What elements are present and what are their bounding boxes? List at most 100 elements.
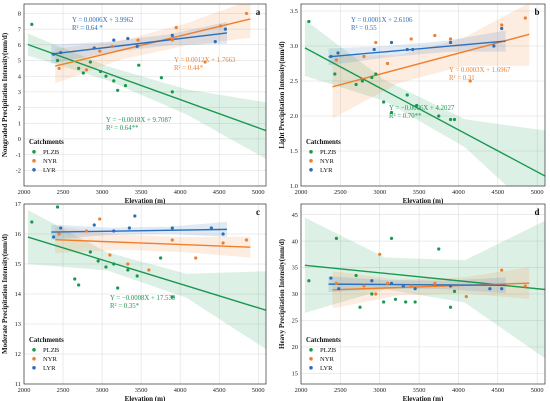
y-tick-label: 7: [18, 26, 22, 33]
r-squared-lyr: R² = 0.55: [351, 25, 377, 32]
legend-label-lyr: LYR: [320, 365, 333, 372]
x-tick-label: 3000: [373, 189, 386, 196]
fit-line-nyr: [55, 239, 251, 248]
data-point-plzb: [370, 292, 374, 296]
legend-marker-plzb: [32, 150, 36, 154]
data-point-plzb: [404, 300, 408, 304]
legend-marker-nyr: [32, 357, 36, 361]
x-tick-label: 2500: [334, 387, 347, 394]
legend-label-plzb: PLZB: [320, 149, 337, 156]
legend-title: Catchments: [29, 337, 64, 344]
x-tick-label: 5000: [252, 387, 265, 394]
x-tick-label: 5000: [531, 189, 544, 196]
x-tick-label: 3000: [96, 189, 109, 196]
data-point-nyr: [110, 44, 114, 48]
data-point-nyr: [203, 60, 207, 64]
data-point-nyr: [334, 281, 339, 286]
legend-marker-nyr: [309, 357, 313, 361]
data-point-plzb: [358, 305, 362, 309]
r-squared-nyr: R² = 0.44*: [174, 65, 204, 72]
data-point-lyr: [413, 287, 417, 291]
x-axis-label: Elevation (m): [403, 395, 444, 401]
data-point-nyr: [464, 295, 468, 299]
data-point-nyr: [170, 238, 174, 242]
data-point-lyr: [401, 284, 405, 288]
data-point-plzb: [116, 88, 120, 92]
panel-label: c: [256, 207, 260, 217]
r-squared-plzb: R² = 0.64**: [106, 125, 139, 132]
legend-title: Catchments: [29, 139, 64, 146]
x-tick-label: 4000: [452, 387, 465, 394]
data-point-plzb: [170, 90, 174, 94]
legend-label-nyr: NYR: [320, 158, 335, 165]
legend-label-nyr: NYR: [43, 356, 58, 363]
data-point-plzb: [370, 75, 374, 80]
legend: Catchments PLZB NYR LYR: [306, 337, 341, 372]
legend-label-plzb: PLZB: [320, 347, 337, 354]
y-tick-label: 16: [15, 231, 21, 238]
x-tick-label: 4000: [174, 189, 187, 196]
y-axis-label: Heavy Precipitation Intensity(mm/d): [278, 238, 286, 349]
y-tick-label: 5: [18, 58, 21, 65]
x-tick-label: 5000: [531, 387, 544, 394]
legend: Catchments PLZB NYR LYR: [306, 139, 341, 174]
y-tick-label: 30: [292, 291, 298, 298]
confidence-band-nyr: [332, 267, 530, 309]
data-point-nyr: [523, 16, 527, 20]
data-point-lyr: [213, 40, 217, 44]
data-point-lyr: [170, 33, 174, 37]
regression-equation-plzb: Y = −0.0018X + 9.7087: [106, 117, 172, 124]
y-tick-label: 4: [18, 73, 22, 80]
data-point-lyr: [52, 52, 56, 56]
data-point-lyr: [329, 54, 333, 59]
y-tick-label: 3.0: [290, 43, 298, 50]
data-point-lyr: [500, 287, 504, 291]
fit-line-plzb: [27, 236, 266, 311]
y-tick-label: 45: [292, 212, 298, 219]
x-tick-label: 4000: [452, 189, 465, 196]
panel-label: d: [534, 207, 539, 217]
data-point-lyr: [370, 279, 374, 283]
legend: Catchments PLZB NYR LYR: [29, 139, 64, 174]
legend-label-lyr: LYR: [43, 167, 56, 174]
x-tick-label: 4500: [213, 189, 226, 196]
data-point-lyr: [389, 281, 394, 286]
data-point-nyr: [448, 37, 453, 41]
x-tick-label: 2500: [57, 387, 70, 394]
fit-line-lyr: [328, 40, 506, 58]
data-point-nyr: [57, 232, 61, 236]
data-point-nyr: [194, 256, 198, 260]
legend-label-nyr: NYR: [320, 356, 335, 363]
regression-equation-lyr: Y = 0.0001X + 2.6106: [351, 17, 413, 24]
legend-marker-lyr: [32, 366, 36, 370]
y-tick-label: 3.5: [290, 8, 298, 15]
r-squared-plzb: R² = 0.35*: [110, 303, 140, 310]
data-point-lyr: [411, 47, 415, 52]
y-tick-label: 2.5: [290, 78, 298, 85]
panel-d: 2000 2500 3000 3500 4000 4500 5000 15 20 25 30 35 40…: [278, 203, 546, 401]
data-point-lyr: [448, 284, 453, 288]
x-tick-label: 3500: [413, 189, 426, 196]
confidence-band-plzb: [304, 217, 545, 359]
fit-line-nyr: [332, 282, 530, 291]
x-tick-label: 4000: [174, 387, 187, 394]
data-point-plzb: [437, 114, 441, 118]
data-point-plzb: [437, 247, 441, 251]
panel-label: a: [256, 7, 261, 17]
r-squared-plzb: R² = 0.70**: [389, 113, 422, 120]
y-tick-label: 8: [18, 11, 21, 18]
data-point-plzb: [159, 256, 163, 260]
data-point-nyr: [98, 49, 102, 53]
data-point-nyr: [147, 268, 151, 272]
confidence-band-plzb: [27, 210, 266, 350]
data-point-nyr: [374, 292, 378, 296]
y-tick-label: 11: [15, 381, 21, 388]
data-point-lyr: [337, 287, 341, 291]
data-point-nyr: [108, 253, 112, 257]
data-point-plzb: [360, 79, 364, 83]
y-tick-label: 1.5: [290, 148, 298, 155]
data-point-plzb: [354, 273, 358, 278]
data-point-nyr: [219, 24, 223, 28]
x-axis-label: Elevation (m): [403, 197, 444, 205]
data-point-plzb: [135, 274, 139, 278]
